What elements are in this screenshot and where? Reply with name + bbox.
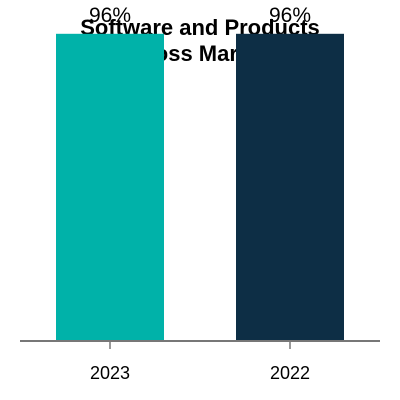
bar-2023 <box>56 33 164 342</box>
data-label-2022: 96% <box>269 4 311 27</box>
x-tick-label-2023: 2023 <box>90 363 130 383</box>
data-label-2023: 96% <box>89 4 131 27</box>
x-tick-label-2022: 2022 <box>270 363 310 383</box>
bar-2022 <box>236 33 344 342</box>
